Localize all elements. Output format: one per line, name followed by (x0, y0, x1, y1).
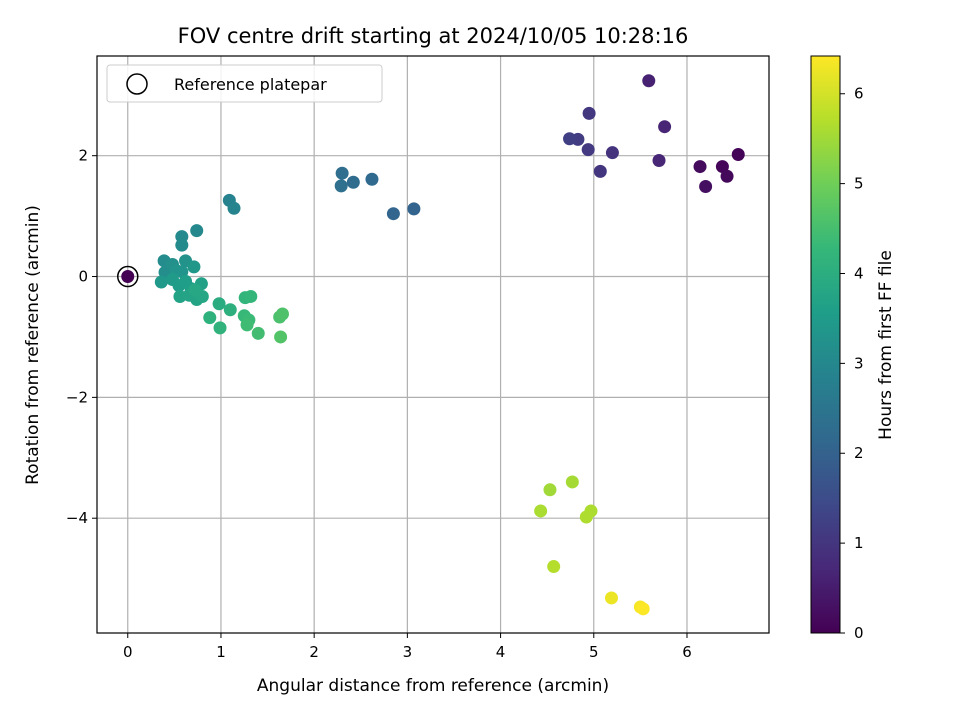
data-point (582, 106, 596, 120)
plot-frame (96, 55, 770, 634)
data-point (715, 160, 729, 174)
data-point (335, 166, 349, 180)
data-point (121, 270, 135, 284)
data-point (605, 146, 619, 160)
data-point (636, 602, 650, 616)
grid-lines (97, 56, 769, 633)
data-point (346, 175, 360, 189)
colorbar-tick-label: 1 (854, 534, 864, 552)
data-point (187, 260, 201, 274)
colorbar-tick-label: 5 (854, 175, 864, 193)
data-point (407, 202, 421, 216)
data-point (244, 289, 258, 303)
x-tick-label: 0 (123, 643, 133, 661)
legend-open-circle-icon (126, 73, 148, 95)
data-point (213, 321, 227, 335)
colorbar-tick-label: 2 (854, 444, 864, 462)
data-point (547, 560, 561, 574)
x-axis-ticks: 0 1 2 3 4 5 6 (123, 633, 692, 661)
data-point (658, 120, 672, 134)
x-tick-label: 3 (403, 643, 413, 661)
x-tick-label: 2 (309, 643, 319, 661)
data-point (693, 160, 707, 174)
legend: Reference platepar (106, 64, 383, 103)
legend-box (106, 64, 383, 103)
colorbar: 0 1 2 3 4 5 6 Hours from first FF file (810, 55, 896, 642)
chart-title: FOV centre drift starting at 2024/10/05 … (178, 24, 689, 48)
data-point (604, 591, 618, 605)
y-tick-label: 0 (78, 268, 88, 286)
y-tick-label: −2 (66, 388, 88, 406)
colorbar-label: Hours from first FF file (876, 250, 896, 440)
y-axis-label: Rotation from reference (arcmin) (23, 205, 43, 485)
scatter-points (121, 74, 745, 616)
colorbar-gradient (810, 55, 841, 634)
data-point (386, 207, 400, 221)
y-tick-label: −4 (66, 509, 88, 527)
y-tick-label: 2 (78, 147, 88, 165)
x-tick-label: 4 (496, 643, 506, 661)
data-point (731, 147, 745, 161)
colorbar-tick-label: 4 (854, 264, 864, 282)
data-point (223, 303, 237, 317)
data-point (240, 318, 254, 332)
data-point (251, 326, 265, 340)
y-axis-ticks: −4 −2 0 2 (66, 147, 97, 527)
x-tick-label: 5 (589, 643, 599, 661)
x-tick-label: 1 (216, 643, 226, 661)
data-point (534, 504, 548, 518)
colorbar-tick-label: 3 (854, 354, 864, 372)
data-point (365, 172, 379, 186)
colorbar-ticks: 0 1 2 3 4 5 6 (840, 85, 864, 642)
data-point (334, 179, 348, 193)
data-point (212, 297, 226, 311)
data-point (563, 132, 577, 146)
colorbar-tick-label: 6 (854, 85, 864, 103)
x-axis-label: Angular distance from reference (arcmin) (257, 676, 609, 696)
data-point (275, 307, 289, 321)
data-point (642, 74, 656, 88)
data-point (699, 180, 713, 194)
reference-marker (117, 265, 139, 288)
data-point (274, 330, 288, 344)
colorbar-tick-label: 0 (854, 624, 864, 642)
data-point (565, 475, 579, 489)
data-point (652, 154, 666, 168)
x-tick-label: 6 (682, 643, 692, 661)
data-point (581, 143, 595, 157)
data-point (579, 510, 593, 524)
data-point (190, 224, 204, 238)
data-point (593, 164, 607, 178)
data-point (720, 169, 734, 183)
data-point (175, 238, 189, 252)
data-point (227, 201, 241, 215)
data-point (203, 311, 217, 325)
legend-entry-reference: Reference platepar (174, 75, 327, 94)
data-point (154, 275, 168, 289)
data-point (188, 283, 202, 297)
data-point (543, 483, 557, 497)
